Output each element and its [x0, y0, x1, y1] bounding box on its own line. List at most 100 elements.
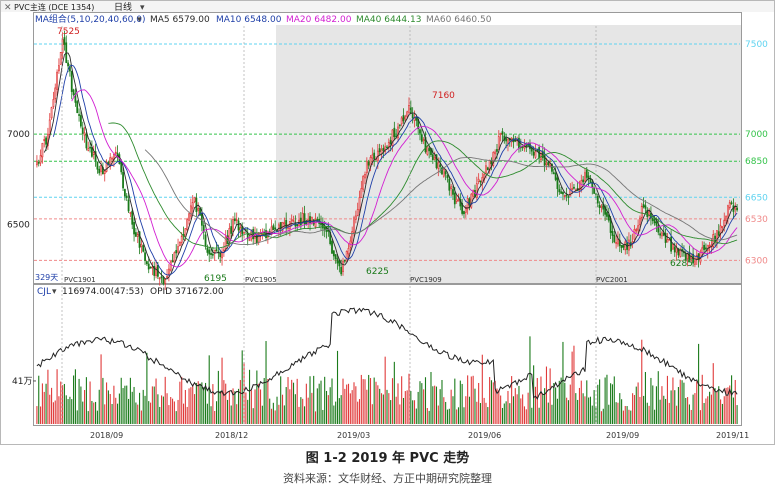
candle-body — [730, 202, 733, 205]
collapse-icon[interactable]: ✕ — [4, 3, 12, 13]
ma-line-ma5 — [43, 52, 738, 280]
volume-bar — [536, 378, 538, 424]
candle-body — [206, 247, 209, 253]
volume-bar — [91, 400, 93, 424]
candle-body — [127, 199, 130, 212]
volume-bar — [677, 386, 679, 424]
candle-body — [263, 231, 266, 234]
ma-combo-label[interactable]: MA组合(5,10,20,40,60,0) — [35, 13, 146, 25]
volume-bar — [589, 396, 592, 424]
volume-bar — [305, 383, 307, 424]
volume-bar — [120, 377, 122, 424]
volume-bar — [610, 383, 612, 424]
candle-body — [475, 183, 478, 199]
price-tick-label: 7000 — [7, 130, 30, 140]
volume-bar — [58, 396, 60, 424]
volume-bar — [139, 392, 141, 424]
candle-body — [340, 266, 343, 275]
volume-bar — [406, 390, 408, 424]
candle-body — [433, 156, 436, 160]
volume-bar — [593, 390, 595, 424]
candle-body — [567, 196, 570, 198]
candle-body — [378, 148, 381, 153]
volume-bar — [283, 405, 285, 424]
candle-body — [188, 213, 190, 221]
volume-bar — [562, 341, 564, 424]
volume-bar — [500, 395, 502, 424]
chevron-down-icon[interactable]: ▾ — [137, 15, 142, 25]
candle-body — [360, 188, 363, 198]
candle-body — [666, 239, 669, 243]
volume-bar — [478, 382, 480, 424]
candle-body — [279, 222, 282, 229]
volume-bar — [335, 401, 337, 424]
volume-bar — [553, 383, 555, 424]
candle-body — [204, 234, 207, 247]
candle-body — [613, 234, 616, 243]
volume-bar — [113, 385, 115, 424]
candlestick-chart: ✕ PVC主连 (DCE 1354) 日线 ▾ MA组合(5,10,20,40,… — [0, 0, 775, 445]
volume-bar — [481, 354, 483, 424]
volume-bar — [146, 352, 148, 424]
volume-bar — [490, 380, 493, 424]
candle-body — [78, 114, 80, 116]
volume-bar — [172, 398, 174, 424]
volume-bar — [212, 384, 214, 424]
volume-bar — [109, 393, 111, 424]
candle-body — [391, 129, 394, 146]
volume-bar — [699, 410, 701, 424]
bar-count-label: 329天 — [35, 273, 58, 282]
volume-bar — [223, 380, 225, 424]
volume-bar — [402, 397, 405, 424]
candle-body — [635, 229, 638, 232]
volume-bar — [362, 379, 364, 424]
candle-body — [123, 189, 126, 197]
candle-body — [351, 231, 354, 244]
volume-bar — [503, 403, 505, 424]
candle-body — [734, 206, 737, 210]
volume-bar — [195, 382, 197, 424]
candle-body — [620, 245, 623, 248]
candle-body — [312, 219, 315, 225]
volume-bar — [492, 382, 494, 424]
volume-bar — [294, 394, 296, 424]
volume-bar — [281, 394, 284, 424]
candle-body — [237, 220, 240, 231]
volume-bar — [346, 384, 348, 424]
candle-body — [584, 172, 586, 182]
volume-bar — [573, 345, 575, 424]
candle-body — [195, 197, 198, 212]
candle-body — [386, 146, 388, 149]
volume-bar — [96, 410, 98, 424]
volume-label[interactable]: CJL — [37, 287, 51, 297]
candle-body — [604, 206, 607, 215]
volume-bar — [635, 386, 637, 424]
candle-body — [345, 251, 348, 262]
candle-body — [655, 221, 658, 226]
candle-body — [288, 221, 291, 230]
volume-bar — [254, 389, 256, 424]
volume-bar — [663, 395, 665, 424]
candle-body — [164, 278, 167, 284]
volume-bar — [248, 369, 251, 424]
candle-body — [398, 124, 401, 127]
volume-bar — [575, 393, 577, 424]
candle-body — [37, 162, 40, 164]
volume-bar — [133, 386, 135, 424]
volume-bar — [558, 380, 560, 424]
period-label[interactable]: 日线 — [114, 1, 132, 13]
volume-bar — [325, 390, 328, 424]
candle-body — [45, 137, 47, 145]
date-tick-label: 2018/09 — [90, 431, 123, 440]
chevron-down-icon[interactable]: ▾ — [52, 287, 57, 297]
ma-line-ma40 — [108, 122, 738, 249]
volume-bar — [135, 402, 137, 424]
candle-body — [303, 213, 306, 225]
candle-body — [571, 188, 574, 190]
volume-bar — [237, 388, 240, 424]
volume-bar — [666, 375, 668, 424]
candle-body — [624, 241, 627, 251]
open-interest-value: OPID 371672.00 — [150, 287, 224, 297]
volume-bar — [736, 405, 738, 424]
chevron-down-icon[interactable]: ▾ — [140, 3, 145, 13]
